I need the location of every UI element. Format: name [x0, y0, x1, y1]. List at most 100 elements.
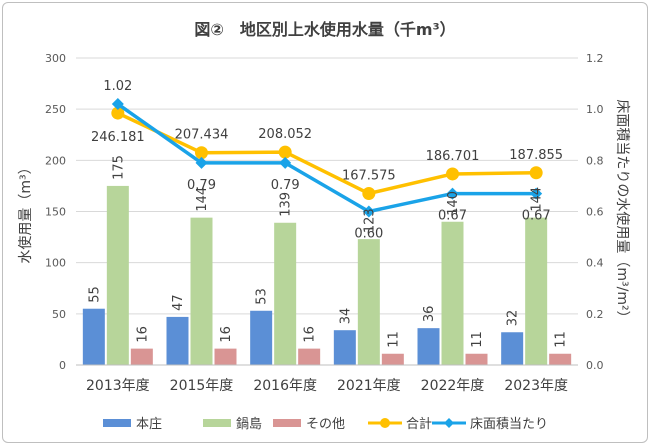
legend-label: その他 — [306, 417, 345, 432]
bar-鍋島 — [441, 221, 464, 365]
line-data-label: 187.855 — [509, 148, 563, 163]
y2-tick-label: 0.8 — [586, 154, 604, 167]
point-床面積当たり — [530, 187, 543, 200]
bar-data-label: 16 — [135, 326, 150, 343]
bar-data-label: 55 — [87, 286, 102, 303]
bar-data-label: 123 — [362, 208, 377, 233]
y-tick-label: 300 — [45, 52, 66, 65]
y-tick-label: 250 — [45, 103, 66, 116]
bar-data-label: 11 — [470, 331, 485, 348]
bar-data-label: 53 — [255, 288, 270, 305]
y2-axis-label: 床面積当たりの水使用量（m³/m²） — [614, 99, 631, 324]
point-合計 — [195, 146, 208, 160]
line-合計 — [117, 111, 537, 196]
bar-鍋島 — [190, 217, 213, 365]
bar-data-label: 144 — [530, 187, 545, 212]
y2-tick-label: 0.2 — [586, 308, 604, 321]
legend-label: 本庄 — [136, 416, 162, 432]
bar-その他 — [214, 348, 237, 365]
bars — [82, 185, 572, 365]
x-tick-label: 2013年度 — [86, 378, 150, 394]
line-data-label: 0.60 — [354, 227, 383, 242]
line-data-label: 207.434 — [175, 128, 229, 143]
legend-label: 鍋島 — [236, 416, 262, 432]
line-data-label: 208.052 — [258, 127, 312, 142]
bar-本庄 — [166, 316, 189, 365]
bar-data-label: 36 — [422, 306, 437, 323]
bar-その他 — [298, 348, 321, 365]
line-床面積当たり — [116, 102, 537, 214]
line-data-label: 0.79 — [271, 178, 300, 193]
x-tick-label: 2023年度 — [504, 378, 568, 394]
y2-tick-label: 1.2 — [586, 52, 604, 65]
bar-本庄 — [82, 308, 105, 365]
y-tick-label: 0 — [59, 359, 66, 372]
bar-data-label: 11 — [386, 331, 401, 348]
bar-鍋島 — [274, 222, 297, 365]
bar-その他 — [130, 348, 153, 365]
point-合計 — [362, 187, 376, 201]
bar-data-label: 144 — [195, 187, 210, 212]
line-data-label: 167.575 — [342, 169, 396, 184]
bar-鍋島 — [525, 217, 548, 365]
y2-tick-label: 0.6 — [586, 206, 604, 219]
legend-marker — [444, 418, 454, 428]
bar-data-label: 11 — [554, 331, 569, 348]
legend-swatch — [103, 419, 131, 427]
data-labels: 55 47 53 34 36 32 175 144 139 123 140 144 16 16 16 11 11… — [87, 79, 568, 348]
point-合計 — [529, 166, 543, 180]
bar-data-label: 16 — [219, 326, 234, 343]
bar-本庄 — [417, 328, 440, 365]
legend: 本庄 鍋島 その他 合計 床面積当たり — [103, 416, 548, 432]
point-合計 — [111, 106, 125, 120]
x-tick-label: 2022年度 — [421, 378, 485, 394]
gridlines — [76, 57, 578, 366]
line-data-label: 186.701 — [426, 149, 480, 164]
y2-tick-label: 1.0 — [586, 103, 604, 116]
line-data-label: 246.181 — [91, 130, 145, 145]
y-axis-label: 水使用量（m³） — [17, 160, 34, 263]
line-data-label: 1.02 — [103, 79, 132, 94]
bar-data-label: 32 — [506, 310, 521, 327]
bar-本庄 — [501, 332, 524, 365]
series-lines — [111, 98, 543, 218]
point-合計 — [278, 145, 292, 159]
point-床面積当たり — [195, 156, 208, 169]
bar-data-label: 47 — [171, 294, 186, 311]
bar-その他 — [465, 353, 488, 365]
y2-tick-label: 0.4 — [586, 257, 604, 270]
y-tick-label: 50 — [52, 308, 66, 321]
legend-label: 合計 — [406, 416, 432, 432]
bar-鍋島 — [106, 185, 129, 365]
point-床面積当たり — [362, 205, 375, 218]
legend-swatch — [273, 419, 301, 427]
point-床面積当たり — [111, 98, 124, 111]
bar-本庄 — [333, 330, 356, 365]
x-tick-label: 2015年度 — [170, 378, 234, 394]
chart-title: 図② 地区別上水使用水量（千m³） — [194, 20, 455, 39]
legend-swatch — [203, 419, 231, 427]
x-tick-label: 2021年度 — [337, 378, 401, 394]
legend-marker — [380, 418, 390, 428]
axes: 0 50 100 150 200 250 300 0.0 0.2 0.4 0.6 0.8 1.0 1.2 2… — [45, 52, 604, 394]
point-床面積当たり — [446, 187, 459, 200]
bar-data-label: 140 — [446, 191, 461, 216]
bar-data-label: 175 — [111, 155, 126, 180]
point-合計 — [446, 167, 459, 181]
bar-その他 — [549, 353, 572, 365]
bar-data-label: 16 — [303, 326, 318, 343]
line-data-label: 0.67 — [522, 209, 551, 224]
y2-tick-label: 0.0 — [586, 359, 604, 372]
bar-本庄 — [250, 310, 273, 365]
y-tick-label: 150 — [45, 206, 66, 219]
bar-鍋島 — [357, 239, 380, 365]
y-tick-label: 200 — [45, 154, 66, 167]
bar-data-label: 139 — [279, 192, 294, 217]
line-data-label: 0.67 — [438, 209, 467, 224]
line-data-label: 0.79 — [187, 178, 216, 193]
legend-label: 床面積当たり — [470, 417, 548, 432]
bar-その他 — [381, 353, 404, 365]
x-tick-label: 2016年度 — [253, 378, 317, 394]
y-tick-label: 100 — [45, 257, 66, 270]
